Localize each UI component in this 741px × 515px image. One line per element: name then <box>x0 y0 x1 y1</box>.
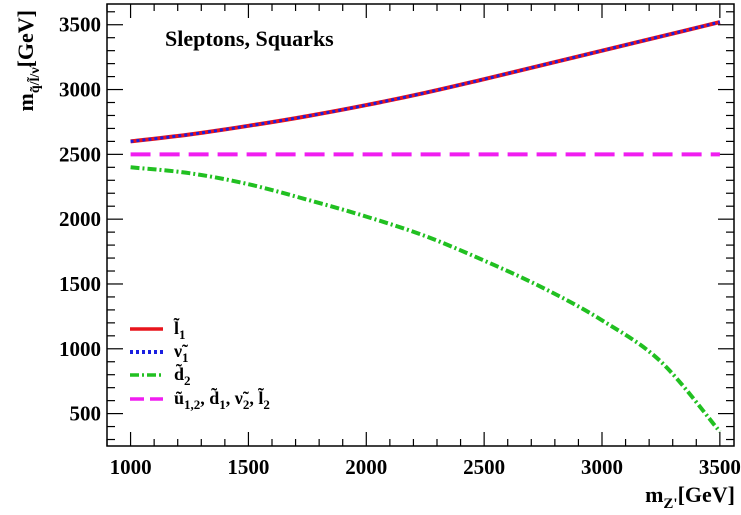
x-tick-label: 1500 <box>227 455 269 479</box>
x-axis-title-unit: [GeV] <box>678 482 735 507</box>
y-tick-label: 3500 <box>59 13 101 37</box>
y-axis-title-unit: [GeV] <box>13 10 38 67</box>
legend-label-3: ũ1,2, d̃1, ν̃2, l̃2 <box>174 387 270 412</box>
y-tick-label: 3000 <box>59 78 101 102</box>
y-axis-title-sub: q̃/l̃/ν̃ <box>25 62 43 93</box>
x-tick-label: 2000 <box>345 455 387 479</box>
y-tick-label: 2500 <box>59 142 101 166</box>
x-axis-title-sub: Z' <box>663 496 677 512</box>
series-line-2 <box>130 165 722 433</box>
axis-ticks <box>106 4 734 446</box>
chart-title: Sleptons, Squarks <box>165 26 334 51</box>
legend-label-2: d̃2 <box>174 364 191 388</box>
x-tick-label: 2500 <box>463 455 505 479</box>
tick-labels: 1000 1500 2000 2500 3000 3500 500 1000 1500 2000 2… <box>59 13 741 479</box>
x-axis-title-main: m <box>645 482 663 507</box>
y-tick-label: 1500 <box>59 272 101 296</box>
legend-label-1: ν̃1 <box>173 341 189 365</box>
y-tick-label: 1000 <box>59 337 101 361</box>
series-line-1 <box>130 20 721 143</box>
x-axis-title: mZ'[GeV] <box>645 482 735 512</box>
plot-frame <box>106 3 735 447</box>
legend-label-0: l̃1 <box>174 317 186 342</box>
y-tick-label: 500 <box>70 402 102 426</box>
series-lines <box>130 20 722 433</box>
y-axis-title-main: m <box>13 93 38 111</box>
x-tick-label: 3500 <box>699 455 741 479</box>
x-tick-label: 3000 <box>581 455 623 479</box>
y-tick-label: 2000 <box>59 207 101 231</box>
x-tick-label: 1000 <box>110 455 152 479</box>
y-axis-title: mq̃/l̃/ν̃[GeV] <box>13 10 43 111</box>
legend: l̃1 ν̃1 d̃2 ũ1,2, d̃1, ν̃2, l̃2 <box>130 317 270 412</box>
